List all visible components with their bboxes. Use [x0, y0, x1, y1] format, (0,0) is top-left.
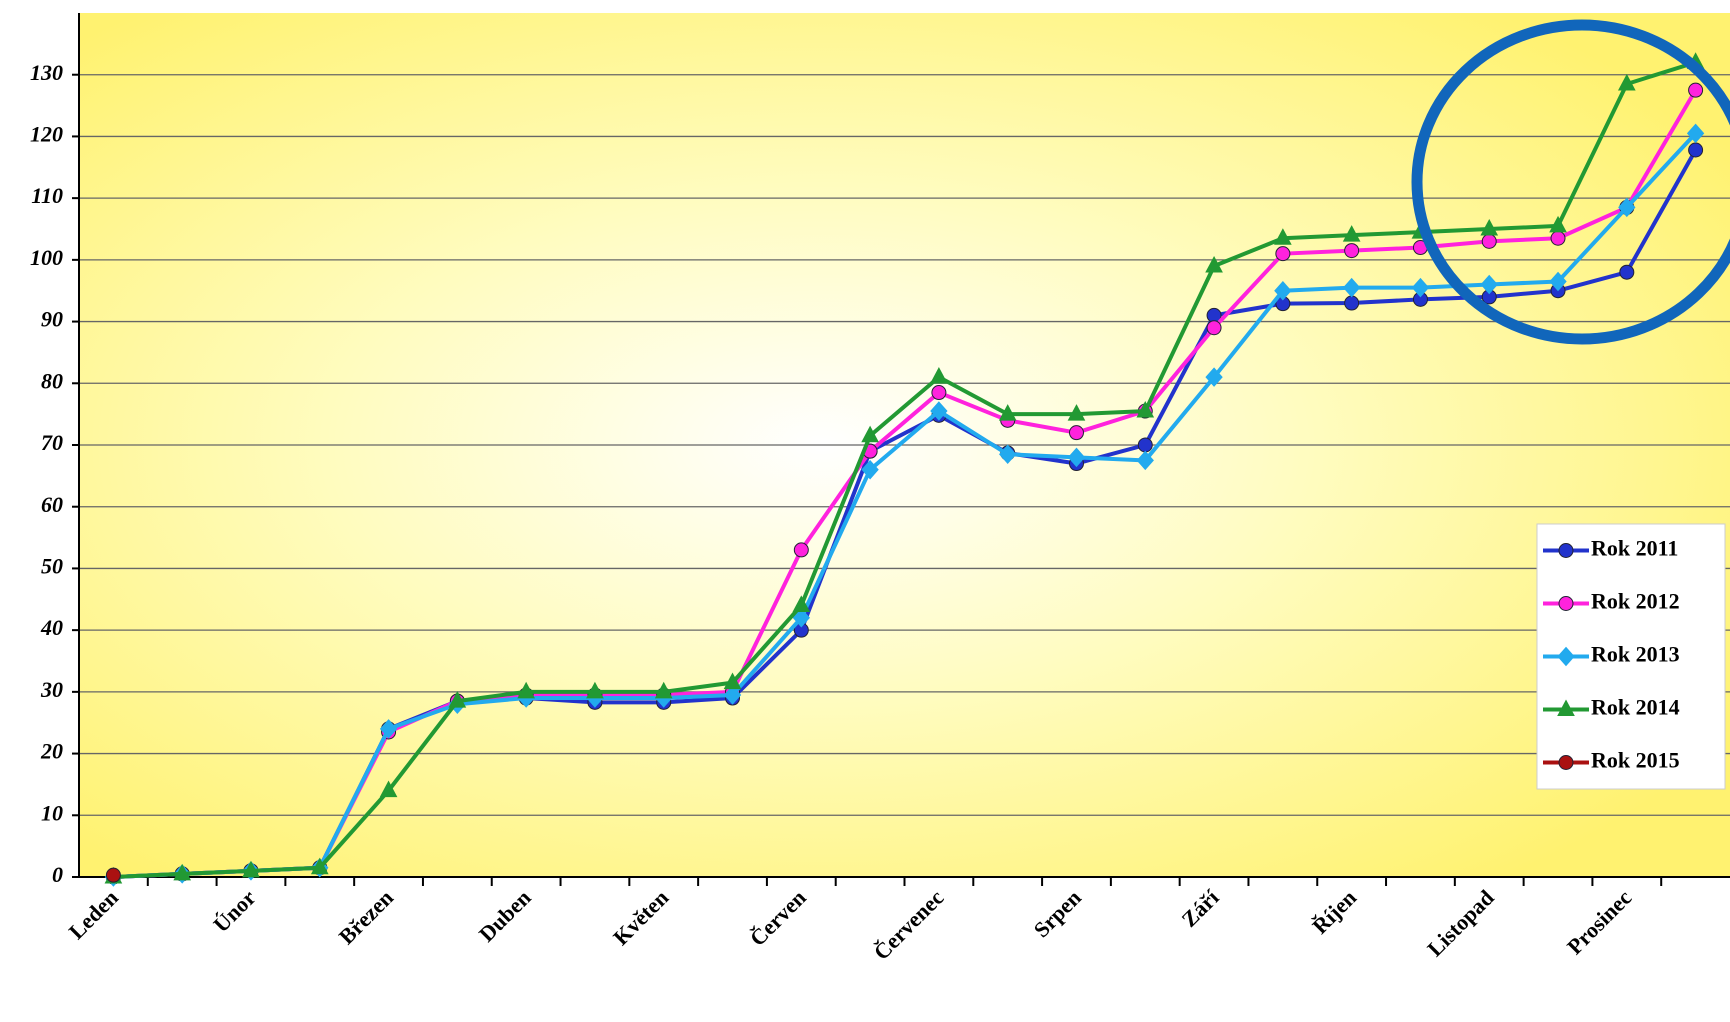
y-tick-label: 0	[52, 862, 63, 887]
marker	[173, 863, 192, 881]
marker	[1617, 73, 1636, 91]
marker	[861, 459, 879, 480]
marker	[242, 860, 260, 878]
marker	[379, 780, 398, 798]
marker	[1480, 218, 1499, 236]
marker	[1342, 277, 1361, 298]
y-tick-label: 130	[30, 60, 63, 85]
y-tick-label: 90	[41, 307, 63, 332]
marker	[586, 681, 604, 699]
marker	[793, 542, 809, 558]
x-tick-label: Listopad	[1422, 885, 1498, 961]
marker	[1136, 450, 1154, 471]
marker	[1136, 400, 1155, 418]
y-tick-label: 60	[41, 492, 63, 517]
marker	[1688, 142, 1704, 158]
y-tick-label: 30	[40, 677, 63, 702]
marker	[1481, 233, 1497, 249]
marker	[1686, 123, 1705, 144]
marker	[930, 367, 948, 384]
y-tick-label: 10	[41, 800, 63, 825]
y-tick-label: 100	[30, 245, 63, 270]
x-tick-label: Duben	[474, 885, 536, 947]
marker	[517, 681, 535, 699]
marker	[1549, 271, 1567, 292]
marker	[931, 385, 947, 401]
y-tick-label: 70	[41, 430, 63, 455]
series-line	[113, 60, 1697, 879]
x-tick-label: Srpen	[1029, 885, 1086, 942]
marker	[1618, 197, 1636, 218]
legend-label: Rok 2013	[1591, 642, 1680, 667]
marker	[448, 691, 467, 708]
x-tick-label: Prosinec	[1562, 885, 1637, 960]
marker	[1344, 295, 1360, 311]
marker	[998, 404, 1017, 421]
marker	[792, 608, 810, 628]
y-tick-label: 120	[30, 121, 63, 146]
marker	[999, 444, 1017, 465]
x-tick-label: Květen	[608, 885, 673, 950]
marker	[1274, 280, 1292, 301]
marker	[1557, 646, 1575, 667]
marker	[723, 672, 742, 690]
y-tick-label: 50	[41, 553, 63, 578]
marker	[1558, 543, 1574, 558]
legend-label: Rok 2012	[1591, 589, 1680, 614]
marker	[1342, 225, 1361, 242]
y-tick-label: 20	[40, 739, 63, 764]
marker	[1275, 246, 1291, 262]
x-tick-label: Září	[1177, 884, 1225, 932]
legend-label: Rok 2014	[1591, 695, 1680, 720]
x-tick-label: Červen	[745, 885, 811, 951]
marker	[1558, 596, 1574, 611]
x-tick-label: Leden	[64, 885, 123, 944]
marker	[1068, 425, 1084, 441]
legend-label: Rok 2011	[1591, 536, 1678, 561]
marker	[723, 685, 742, 705]
marker	[1137, 437, 1153, 453]
marker	[792, 595, 811, 612]
marker	[654, 681, 673, 699]
y-tick-label: 40	[40, 615, 63, 640]
marker	[1067, 447, 1086, 468]
marker	[1411, 277, 1430, 298]
marker	[379, 719, 398, 739]
highlight-ellipse	[1411, 19, 1730, 345]
marker	[1558, 755, 1574, 770]
marker	[1550, 230, 1566, 246]
series-line	[113, 131, 1698, 879]
y-tick-label: 80	[41, 368, 63, 393]
marker	[1274, 228, 1292, 245]
legend-label: Rok 2015	[1591, 748, 1680, 773]
marker	[861, 425, 879, 443]
x-tick-label: Červenec	[869, 885, 949, 965]
x-tick-label: Říjen	[1307, 885, 1361, 939]
x-tick-label: Únor	[208, 885, 260, 937]
marker	[1206, 320, 1222, 336]
marker	[1067, 404, 1086, 421]
marker	[1557, 699, 1575, 716]
y-tick-label: 110	[31, 183, 63, 208]
marker	[930, 401, 948, 421]
x-tick-label: Březen	[334, 885, 398, 949]
marker	[1344, 243, 1360, 259]
marker	[1205, 367, 1223, 387]
marker	[105, 867, 121, 883]
marker	[1549, 215, 1567, 233]
marker	[1480, 274, 1498, 295]
marker	[1205, 255, 1223, 273]
marker	[310, 857, 329, 875]
marker	[1688, 82, 1704, 98]
marker	[1619, 264, 1635, 280]
